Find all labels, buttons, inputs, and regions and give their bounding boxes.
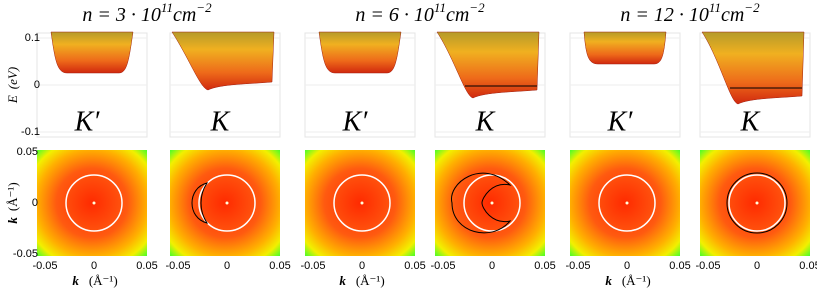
- x-tick-label: -0.05: [165, 260, 190, 272]
- fermi-circle: [598, 174, 656, 232]
- x-tick-label: 0: [754, 260, 760, 272]
- band-surface: [50, 31, 134, 74]
- x-tick-label: 0.05: [404, 260, 425, 272]
- fermi-circle: [65, 174, 123, 232]
- title-unit: cm: [446, 4, 469, 26]
- title-exponent: 11: [709, 0, 721, 15]
- axis-symbol: k: [72, 273, 79, 288]
- x-tick-label: -0.05: [32, 260, 57, 272]
- x-tick-label: 0: [224, 260, 230, 272]
- y-tick-label: -0.05: [13, 248, 38, 260]
- axis-symbol: E: [5, 95, 20, 104]
- x-axis-label: k (Å⁻¹): [605, 273, 650, 288]
- center-dot: [490, 201, 494, 205]
- title-unit: cm: [173, 4, 196, 26]
- y-tick-label: 0.05: [17, 146, 38, 158]
- contour: [726, 172, 788, 234]
- contour: [191, 182, 209, 224]
- heatmap: [435, 150, 545, 256]
- x-tick-label: 0.05: [136, 260, 157, 272]
- axis-unit: (Å⁻¹): [5, 182, 20, 211]
- center-dot: [755, 201, 759, 205]
- heatmap: [37, 150, 147, 256]
- fermi-circle: [463, 174, 521, 232]
- band-surface: [583, 31, 667, 65]
- title-unit-exponent: −2: [196, 0, 212, 15]
- y-axis-label: E (eV): [5, 67, 20, 104]
- x-tick-label: 0: [91, 260, 97, 272]
- fermi-circle: [198, 174, 256, 232]
- panel-label: K: [210, 106, 231, 137]
- band-surface: [436, 31, 540, 99]
- heatmap: [305, 150, 415, 256]
- x-tick-label: 0: [359, 260, 365, 272]
- x-tick-label: 0: [489, 260, 495, 272]
- x-axis-label: k (Å⁻¹): [72, 273, 117, 288]
- fermi-circle: [728, 174, 786, 232]
- axis-unit: (Å⁻¹): [622, 273, 651, 288]
- y-tick-label: 0: [32, 197, 38, 209]
- column-title: n = 12 · 1011cm−2: [620, 0, 760, 26]
- x-tick-label: 0.05: [534, 260, 555, 272]
- fermi-circle: [333, 174, 391, 232]
- panel-label: K: [740, 106, 761, 137]
- title-base: n = 3 · 10: [82, 4, 161, 26]
- center-dot: [92, 201, 96, 205]
- title-base: n = 12 · 10: [620, 4, 709, 26]
- x-axis-label: k (Å⁻¹): [339, 273, 384, 288]
- column-title: n = 6 · 1011cm−2: [355, 0, 485, 26]
- title-unit: cm: [721, 4, 744, 26]
- axis-unit: (Å⁻¹): [89, 273, 118, 288]
- band-surface: [701, 31, 805, 105]
- band-surface: [318, 31, 402, 74]
- title-exponent: 11: [434, 0, 446, 15]
- y-tick-label: -0.1: [21, 126, 40, 138]
- x-tick-label: -0.05: [430, 260, 455, 272]
- title-exponent: 11: [161, 0, 173, 15]
- title-unit-exponent: −2: [469, 0, 485, 15]
- x-tick-label: -0.05: [695, 260, 720, 272]
- axis-symbol: k: [605, 273, 612, 288]
- x-tick-label: 0: [624, 260, 630, 272]
- x-tick-label: -0.05: [565, 260, 590, 272]
- axis-symbol: k: [339, 273, 346, 288]
- axis-unit: (Å⁻¹): [356, 273, 385, 288]
- center-dot: [625, 201, 629, 205]
- center-dot: [360, 201, 364, 205]
- heatmap: [570, 150, 680, 256]
- panel-label: K′: [607, 106, 634, 137]
- axis-symbol: k: [5, 217, 20, 224]
- panel-label: K: [475, 106, 496, 137]
- x-tick-label: 0.05: [269, 260, 290, 272]
- center-dot: [225, 201, 229, 205]
- heatmap: [170, 150, 280, 256]
- x-tick-label: -0.05: [300, 260, 325, 272]
- contour: [451, 172, 512, 234]
- panel-label: K′: [342, 106, 369, 137]
- y-tick-label: 0: [34, 79, 40, 91]
- title-base: n = 6 · 10: [355, 4, 434, 26]
- x-tick-label: 0.05: [669, 260, 690, 272]
- axis-unit: (eV): [5, 67, 20, 89]
- y-tick-label: 0.1: [25, 32, 40, 44]
- column-title: n = 3 · 1011cm−2: [82, 0, 212, 26]
- title-unit-exponent: −2: [744, 0, 760, 15]
- x-tick-label: 0.05: [799, 260, 817, 272]
- heatmap: [700, 150, 810, 256]
- panel-label: K′: [74, 106, 101, 137]
- y-axis-label: k (Å⁻¹): [5, 182, 20, 223]
- band-surface: [171, 31, 275, 91]
